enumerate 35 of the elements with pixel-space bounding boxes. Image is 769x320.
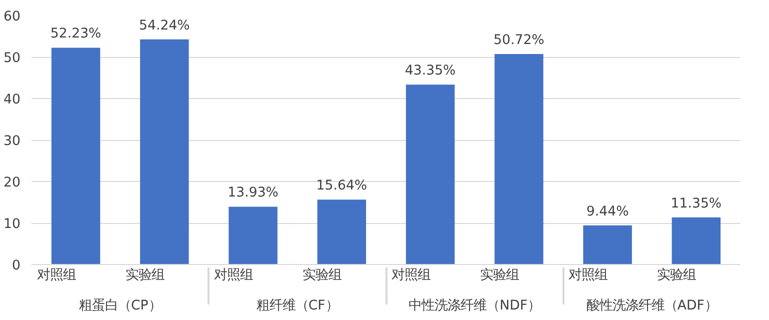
x-tick-label: 对照组 [391, 268, 430, 283]
x-tick-label: 对照组 [36, 268, 76, 283]
data-label: 54.24% [139, 18, 190, 34]
data-label: 52.23% [50, 26, 102, 42]
bar [140, 39, 189, 264]
y-tick-label: 0 [12, 258, 21, 274]
y-tick-label: 10 [4, 217, 21, 232]
text: 中性洗涤纤维（NDF） [408, 298, 541, 314]
bar [583, 225, 632, 264]
data-label: 11.35% [670, 196, 722, 212]
bar [317, 200, 366, 264]
text: 酸性洗涤纤维（ADF） [586, 298, 718, 314]
bar [406, 84, 455, 264]
x-tick-label: 实验组 [480, 268, 519, 283]
x-tick-label: 实验组 [125, 268, 164, 283]
x-tick-label: 对照组 [568, 268, 608, 283]
y-tick-label: 60 [4, 10, 21, 24]
data-label: 13.93% [228, 186, 278, 201]
bar [51, 48, 100, 264]
text: 粗蛋白（CP） [78, 298, 162, 314]
x-tick-label: 实验组 [657, 268, 696, 283]
data-label: 50.72% [494, 33, 544, 48]
y-tick-label: 20 [4, 176, 21, 190]
bar [228, 206, 278, 264]
x-tick-label: 实验组 [302, 268, 342, 283]
text: 粗纤维（CF） [256, 298, 338, 314]
y-tick-label: 30 [4, 134, 21, 149]
data-label: 15.64% [316, 178, 368, 194]
bar [494, 54, 544, 264]
x-tick-label: 对照组 [214, 268, 254, 283]
data-label: 43.35% [404, 64, 456, 79]
bar [672, 217, 721, 264]
y-tick-label: 40 [4, 92, 21, 108]
y-tick-label: 50 [4, 51, 21, 66]
data-label: 9.44% [586, 204, 629, 220]
